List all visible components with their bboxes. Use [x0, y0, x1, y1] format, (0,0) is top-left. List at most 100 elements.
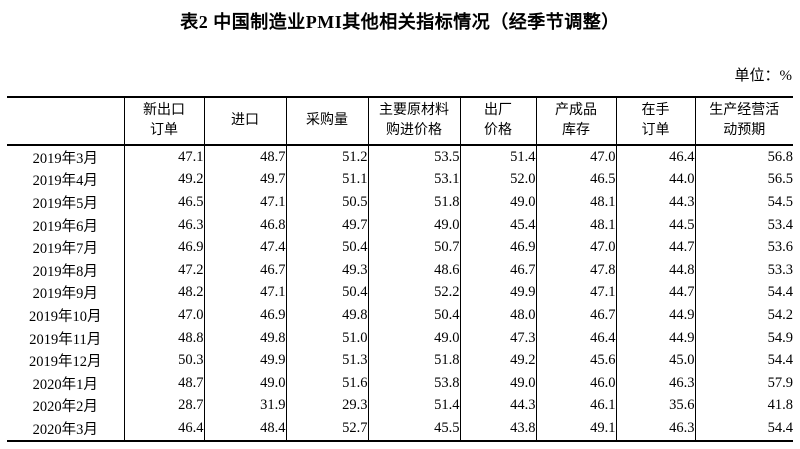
value-cell: 49.9	[459, 281, 536, 305]
value-cell: 46.7	[535, 304, 616, 327]
value-cell: 46.4	[535, 326, 616, 350]
value-cell: 48.1	[535, 213, 616, 237]
value-cell: 45.5	[367, 417, 460, 441]
value-cell: 50.4	[367, 304, 460, 327]
value-cell: 48.6	[367, 258, 460, 282]
value-cell: 54.2	[694, 304, 793, 327]
value-cell: 49.0	[459, 191, 536, 214]
value-cell: 47.3	[459, 326, 536, 350]
table-row: 2019年11月 48.8 49.8 51.0 49.0 47.3 46.4 44.9 54.9	[7, 326, 793, 350]
unit-label: 单位：%	[734, 68, 793, 84]
table-row: 2019年10月 47.0 46.9 49.8 50.4 48.0 46.7 44.9 54.2	[7, 304, 793, 327]
value-cell: 47.8	[535, 258, 616, 282]
value-cell: 46.0	[535, 371, 616, 395]
value-cell: 49.7	[285, 213, 368, 237]
value-cell: 53.8	[367, 371, 460, 395]
value-cell: 29.3	[285, 394, 368, 418]
value-cell: 53.4	[694, 213, 793, 237]
table-row: 2019年3月 47.1 48.7 51.2 53.5 51.4 47.0 46.4 56.8	[7, 145, 793, 169]
table-row: 2019年6月 46.3 46.8 49.7 49.0 45.4 48.1 44.5 53.4	[7, 213, 793, 237]
value-cell: 53.1	[367, 168, 460, 192]
value-cell: 52.2	[367, 281, 460, 305]
column-header: 在手 订单	[615, 97, 695, 145]
value-cell: 57.9	[694, 371, 793, 395]
value-cell: 46.7	[203, 258, 286, 282]
row-month-label: 2019年9月	[32, 286, 98, 303]
value-cell: 46.5	[123, 191, 204, 214]
value-cell: 46.9	[203, 304, 286, 327]
pmi-table: 新出口 订单 进口 采购量 主要原材料 购进价格 出厂 价格 产成品 库存 在手 订单 生产经…	[7, 96, 793, 442]
value-cell: 51.2	[285, 145, 368, 169]
value-cell: 46.9	[123, 236, 204, 259]
value-cell: 46.4	[123, 417, 204, 441]
value-cell: 47.0	[535, 145, 616, 169]
row-month-label: 2019年7月	[32, 241, 98, 258]
value-cell: 49.2	[123, 168, 204, 192]
column-header: 产成品 库存	[535, 97, 616, 145]
value-cell: 44.3	[615, 191, 695, 214]
value-cell: 47.1	[123, 145, 204, 169]
value-cell: 54.4	[694, 417, 793, 441]
value-cell: 49.0	[459, 371, 536, 395]
table-row: 2020年3月 46.4 48.4 52.7 45.5 43.8 49.1 46.3 54.4	[7, 417, 793, 441]
value-cell: 44.7	[615, 236, 695, 259]
value-cell: 50.4	[285, 281, 368, 305]
value-cell: 47.1	[535, 281, 616, 305]
value-cell: 47.1	[203, 281, 286, 305]
value-cell: 49.2	[459, 349, 536, 372]
value-cell: 44.3	[459, 394, 536, 418]
table-row: 2019年9月 48.2 47.1 50.4 52.2 49.9 47.1 44.7 54.4	[7, 281, 793, 305]
value-cell: 47.1	[203, 191, 286, 214]
value-cell: 46.3	[615, 417, 695, 441]
table-row: 2019年8月 47.2 46.7 49.3 48.6 46.7 47.8 44.8 53.3	[7, 258, 793, 282]
value-cell: 50.3	[123, 349, 204, 372]
value-cell: 44.9	[615, 326, 695, 350]
corner-cell	[7, 97, 124, 145]
column-header: 采购量	[285, 97, 368, 145]
value-cell: 46.9	[459, 236, 536, 259]
value-cell: 49.8	[203, 326, 286, 350]
table-row: 2019年7月 46.9 47.4 50.4 50.7 46.9 47.0 44.7 53.6	[7, 236, 793, 259]
value-cell: 49.0	[367, 213, 460, 237]
row-month-label: 2019年12月	[29, 354, 102, 371]
value-cell: 51.4	[367, 394, 460, 418]
row-month-label: 2019年3月	[32, 150, 98, 167]
row-month-label: 2019年5月	[32, 195, 98, 212]
column-header: 新出口 订单	[123, 97, 204, 145]
value-cell: 56.5	[694, 168, 793, 192]
value-cell: 54.9	[694, 326, 793, 350]
value-cell: 31.9	[203, 394, 286, 418]
value-cell: 46.8	[203, 213, 286, 237]
table-row: 2019年4月 49.2 49.7 51.1 53.1 52.0 46.5 44.0 56.5	[7, 168, 793, 192]
value-cell: 53.3	[694, 258, 793, 282]
table-row: 2019年5月 46.5 47.1 50.5 51.8 49.0 48.1 44.3 54.5	[7, 191, 793, 214]
value-cell: 51.8	[367, 191, 460, 214]
table-body: 2019年3月 47.1 48.7 51.2 53.5 51.4 47.0 46.4 56.8 2…	[7, 145, 793, 441]
value-cell: 49.1	[535, 417, 616, 441]
value-cell: 54.4	[694, 281, 793, 305]
value-cell: 47.4	[203, 236, 286, 259]
value-cell: 41.8	[694, 394, 793, 418]
table-row: 2020年2月 28.7 31.9 29.3 51.4 44.3 46.1 35.6 41.8	[7, 394, 793, 418]
value-cell: 49.0	[367, 326, 460, 350]
row-month-label: 2020年3月	[32, 421, 98, 438]
value-cell: 48.8	[123, 326, 204, 350]
value-cell: 56.8	[694, 145, 793, 169]
value-cell: 52.0	[459, 168, 536, 192]
value-cell: 44.5	[615, 213, 695, 237]
value-cell: 48.4	[203, 417, 286, 441]
table-header-row: 新出口 订单 进口 采购量 主要原材料 购进价格 出厂 价格 产成品 库存 在手 订单 生产经…	[7, 97, 793, 145]
column-header: 进口	[203, 97, 286, 145]
row-month-label: 2019年4月	[32, 173, 98, 190]
row-month-label: 2020年1月	[32, 376, 98, 393]
value-cell: 46.3	[123, 213, 204, 237]
value-cell: 53.6	[694, 236, 793, 259]
value-cell: 51.0	[285, 326, 368, 350]
column-header: 生产经营活 动预期	[694, 97, 793, 145]
table-row: 2020年1月 48.7 49.0 51.6 53.8 49.0 46.0 46.3 57.9	[7, 371, 793, 395]
value-cell: 54.5	[694, 191, 793, 214]
value-cell: 46.7	[459, 258, 536, 282]
table-title: 表2 中国制造业PMI其他相关指标情况（经季节调整）	[180, 12, 620, 32]
column-header: 出厂 价格	[459, 97, 536, 145]
